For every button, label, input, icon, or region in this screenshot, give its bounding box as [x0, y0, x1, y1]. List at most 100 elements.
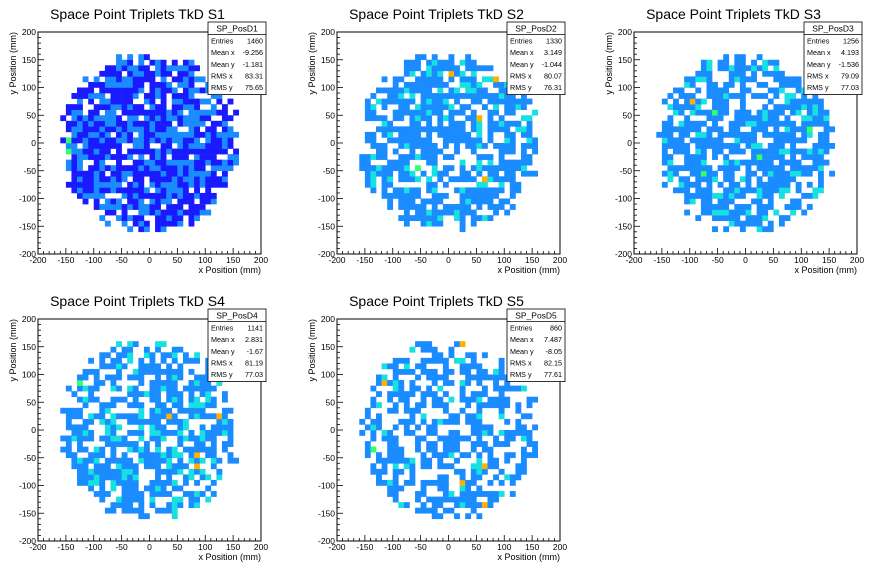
histogram-bin: [210, 396, 217, 403]
histogram-bin: [177, 131, 184, 138]
histogram-bin: [739, 65, 746, 72]
histogram-bin: [409, 65, 416, 72]
histogram-bin: [795, 170, 802, 177]
histogram-bin: [93, 120, 100, 127]
histogram-bin: [392, 165, 399, 172]
histogram-bin: [415, 165, 421, 172]
histogram-bin: [364, 131, 371, 138]
histogram-bin: [143, 192, 150, 199]
histogram-bin: [177, 418, 184, 425]
histogram-bin: [227, 115, 234, 122]
histogram-bin: [398, 452, 405, 459]
histogram-bin: [728, 215, 735, 221]
histogram-bin: [138, 418, 145, 425]
histogram-bin: [370, 143, 377, 149]
histogram-bin: [689, 109, 696, 116]
histogram-bin: [132, 402, 139, 409]
x-tick-label: 0: [147, 255, 152, 265]
histogram-bin: [88, 131, 95, 138]
histogram-bin: [415, 446, 421, 453]
histogram-bin: [723, 204, 730, 210]
histogram-bin: [60, 446, 67, 453]
histogram-bin: [182, 176, 189, 183]
histogram-bin: [751, 143, 757, 149]
histogram-bin: [127, 98, 134, 105]
histogram-bin: [431, 424, 438, 431]
histogram-bin: [182, 120, 189, 127]
histogram-bin: [155, 374, 161, 381]
histogram-bin: [205, 176, 212, 183]
histogram-bin: [171, 76, 178, 83]
histogram-bin: [459, 380, 466, 386]
histogram-bin: [481, 368, 488, 375]
histogram-bin: [199, 391, 206, 397]
histogram-bin: [684, 209, 691, 216]
histogram-bin: [448, 176, 455, 183]
histogram-bin: [678, 187, 685, 194]
histogram-bin: [454, 209, 460, 216]
histogram-bin: [188, 368, 195, 375]
histogram-bin: [93, 368, 100, 375]
histogram-bin: [132, 87, 139, 94]
x-tick-label: -150: [356, 542, 373, 552]
histogram-bin: [376, 98, 382, 105]
histogram-bin: [205, 485, 212, 492]
histogram-bin: [778, 70, 785, 77]
histogram-bin: [470, 215, 477, 221]
histogram-bin: [767, 220, 774, 227]
histogram-bin: [82, 137, 89, 144]
histogram-bin: [739, 98, 746, 105]
histogram-bin: [459, 407, 466, 414]
histogram-bin: [82, 468, 89, 475]
histogram-bin: [812, 192, 819, 199]
histogram-bin: [739, 187, 746, 194]
histogram-bin: [121, 192, 128, 199]
histogram-bin: [756, 215, 763, 221]
histogram-bin: [77, 131, 83, 138]
histogram-bin: [712, 209, 718, 216]
histogram-bin: [415, 81, 421, 88]
histogram-bin: [420, 109, 427, 116]
histogram-bin: [188, 452, 195, 459]
histogram-bin: [143, 513, 150, 520]
histogram-bin: [437, 76, 444, 83]
histogram-bin: [210, 176, 217, 183]
histogram-bin: [448, 441, 455, 447]
x-tick-label: -100: [384, 542, 401, 552]
histogram-bin: [728, 165, 735, 172]
histogram-bin: [409, 148, 416, 155]
histogram-bin: [728, 187, 735, 194]
histogram-bin: [65, 407, 72, 414]
histogram-bin: [767, 87, 774, 94]
histogram-bin: [773, 209, 780, 216]
histogram-bin: [199, 424, 206, 431]
histogram-bin: [71, 452, 78, 459]
histogram-bin: [812, 115, 819, 122]
histogram-bin: [695, 176, 702, 183]
histogram-bin: [188, 407, 195, 414]
histogram-bin: [465, 502, 472, 508]
histogram-bin: [409, 463, 416, 470]
histogram-bin: [706, 93, 713, 99]
histogram-bin: [712, 120, 718, 127]
histogram-bin: [116, 59, 122, 66]
histogram-bin: [459, 159, 466, 166]
histogram-bin: [790, 93, 796, 99]
histogram-bin: [476, 463, 483, 470]
histogram-bin: [376, 413, 382, 420]
histogram-bin: [762, 192, 769, 199]
histogram-bin: [210, 104, 217, 110]
histogram-bin: [166, 457, 173, 464]
histogram-bin: [398, 215, 405, 221]
histogram-bin: [448, 413, 455, 420]
histogram-bin: [695, 104, 702, 110]
histogram-bin: [110, 187, 117, 194]
histogram-bin: [155, 479, 161, 486]
histogram-bin: [182, 446, 189, 453]
y-axis-label: y Position (mm): [307, 319, 317, 382]
histogram-bin: [110, 209, 117, 216]
histogram-bin: [381, 131, 388, 138]
histogram-bin: [166, 126, 173, 133]
histogram-bin: [476, 363, 483, 370]
histogram-bin: [93, 143, 100, 149]
